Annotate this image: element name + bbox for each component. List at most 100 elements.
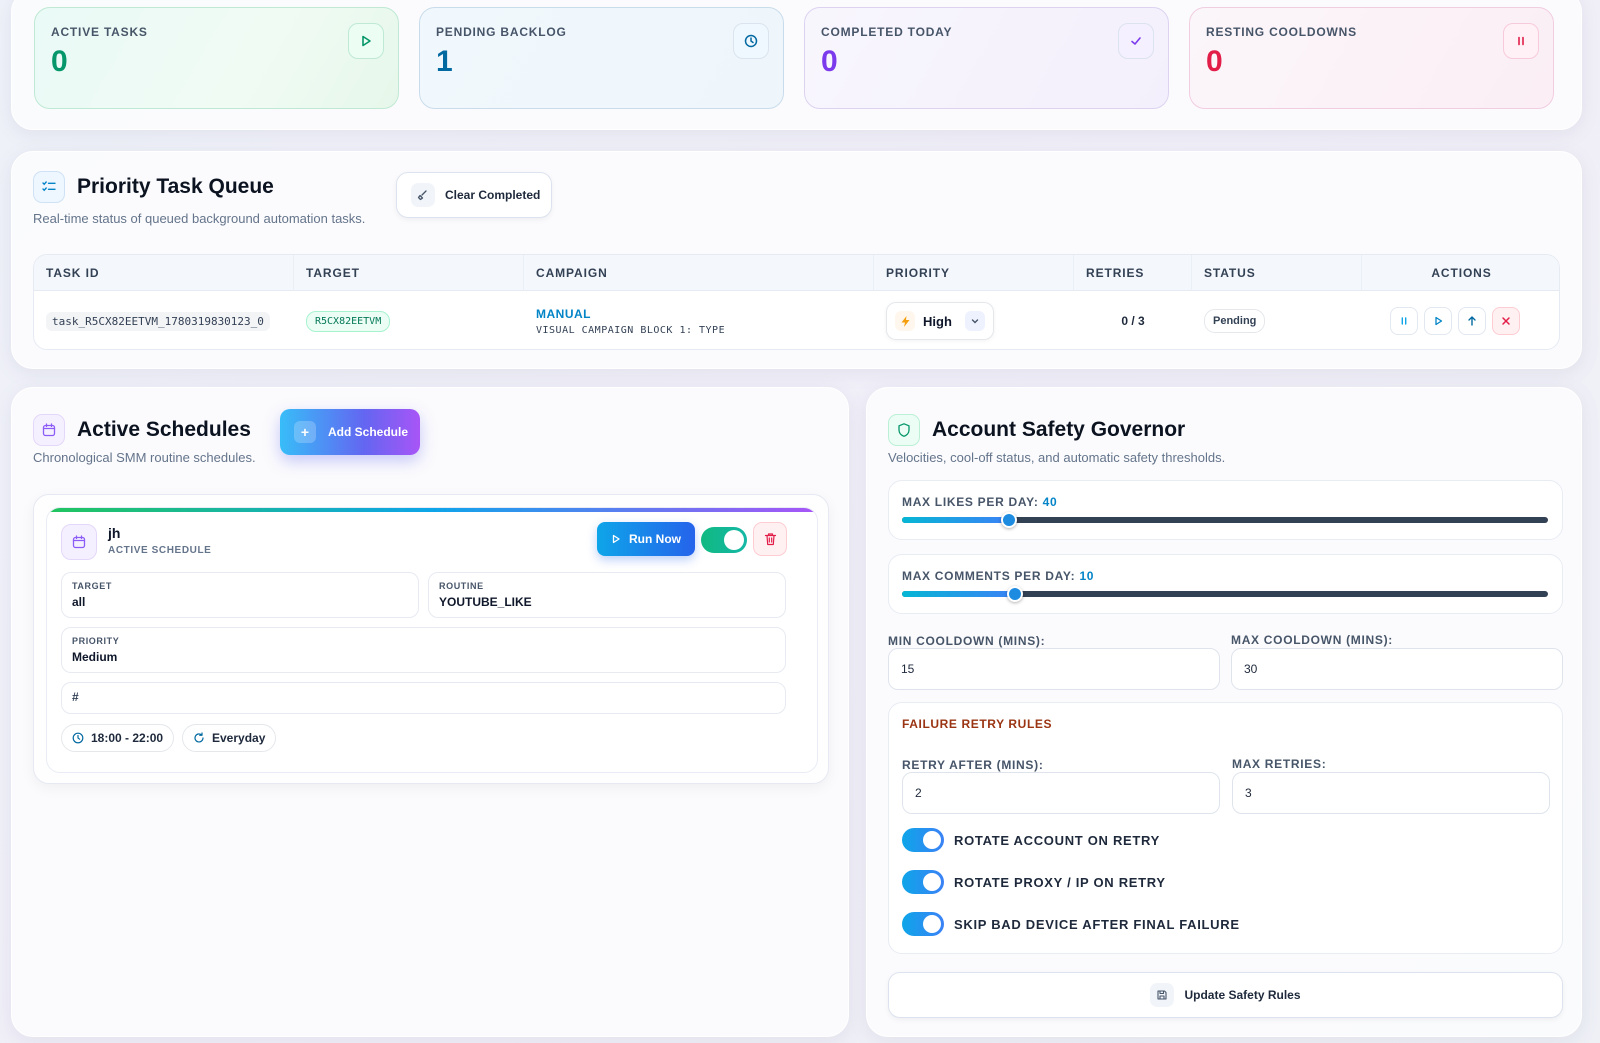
routine-value: YOUTUBE_LIKE xyxy=(439,595,532,609)
queue-header: Priority Task Queue xyxy=(33,171,274,203)
stat-active-tasks: ACTIVE TASKS 0 xyxy=(34,7,399,109)
stat-value: 0 xyxy=(1206,45,1223,78)
max-retries-input[interactable]: 3 xyxy=(1232,772,1550,814)
stat-completed-today: COMPLETED TODAY 0 xyxy=(804,7,1169,109)
check-icon xyxy=(1118,23,1154,59)
queue-subtitle: Real-time status of queued background au… xyxy=(33,211,366,226)
skip-bad-device-toggle[interactable] xyxy=(902,912,944,936)
retry-after-label: RETRY AFTER (MINS): xyxy=(902,758,1044,772)
retry-rules-box: FAILURE RETRY RULES RETRY AFTER (MINS): … xyxy=(888,702,1563,954)
checklist-icon xyxy=(33,171,65,203)
rotate-proxy-toggle[interactable] xyxy=(902,870,944,894)
task-table: TASK ID TARGET CAMPAIGN PRIORITY RETRIES… xyxy=(33,254,1560,350)
broom-icon xyxy=(411,183,435,207)
comments-value: 10 xyxy=(1079,569,1095,583)
min-cooldown-label: MIN COOLDOWN (MINS): xyxy=(888,634,1046,648)
task-queue-panel: Priority Task Queue Real-time status of … xyxy=(11,151,1582,369)
target-value: all xyxy=(72,595,86,609)
max-retries-label: MAX RETRIES: xyxy=(1232,757,1327,771)
repeat-value: Everyday xyxy=(212,731,266,745)
target-label: TARGET xyxy=(72,581,112,591)
time-window: 18:00 - 22:00 xyxy=(91,731,164,745)
trash-icon xyxy=(764,533,776,546)
run-now-button[interactable]: Run Now xyxy=(597,522,695,556)
priority-field: PRIORITY Medium xyxy=(61,627,786,673)
queue-title: Priority Task Queue xyxy=(77,175,274,198)
priority-value: Medium xyxy=(72,650,118,664)
clear-completed-button[interactable]: Clear Completed xyxy=(396,172,552,218)
rotate-account-label: ROTATE ACCOUNT ON RETRY xyxy=(954,833,1161,848)
play-icon xyxy=(612,534,620,544)
comments-slider-fill xyxy=(902,591,1016,597)
priority-label: PRIORITY xyxy=(72,636,120,646)
campaign-name: VISUAL CAMPAIGN BLOCK 1: TYPE xyxy=(536,324,726,336)
tag-field: # xyxy=(61,682,786,714)
routine-label: ROUTINE xyxy=(439,581,484,591)
pause-icon xyxy=(1503,23,1539,59)
schedule-state: ACTIVE SCHEDULE xyxy=(108,545,212,556)
min-cooldown-input[interactable]: 15 xyxy=(888,648,1220,690)
boost-priority-button[interactable] xyxy=(1458,307,1486,335)
likes-value: 40 xyxy=(1042,495,1058,509)
col-priority: PRIORITY xyxy=(874,255,1074,291)
cancel-task-button[interactable] xyxy=(1492,307,1520,335)
accent-bar xyxy=(47,508,817,512)
retries-value: 0 / 3 xyxy=(1121,314,1145,328)
target-chip: R5CX82EETVM xyxy=(306,310,391,332)
comments-label: MAX COMMENTS PER DAY: 10 xyxy=(902,569,1095,583)
tag-value: # xyxy=(72,690,79,704)
add-schedule-button[interactable]: + Add Schedule xyxy=(280,409,420,455)
add-schedule-label: Add Schedule xyxy=(328,425,409,439)
col-status: STATUS xyxy=(1192,255,1362,291)
resume-task-button[interactable] xyxy=(1424,307,1452,335)
governor-subtitle: Velocities, cool-off status, and automat… xyxy=(888,450,1226,465)
clear-completed-label: Clear Completed xyxy=(445,188,541,202)
task-id-chip: task_R5CX82EETVM_1780319830123_0 xyxy=(46,311,270,331)
toggle-knob xyxy=(724,530,744,550)
bolt-icon xyxy=(895,311,915,331)
schedule-enabled-toggle[interactable] xyxy=(701,527,747,553)
table-header: TASK ID TARGET CAMPAIGN PRIORITY RETRIES… xyxy=(34,255,1559,291)
retry-after-input[interactable]: 2 xyxy=(902,772,1220,814)
skip-bad-device-label: SKIP BAD DEVICE AFTER FINAL FAILURE xyxy=(954,917,1240,932)
pause-task-button[interactable] xyxy=(1390,307,1418,335)
update-safety-rules-button[interactable]: Update Safety Rules xyxy=(888,972,1563,1018)
likes-limit-box: MAX LIKES PER DAY: 40 xyxy=(888,480,1563,540)
schedules-header: Active Schedules xyxy=(33,414,251,446)
stat-pending-backlog: PENDING BACKLOG 1 xyxy=(419,7,784,109)
likes-slider-fill xyxy=(902,517,1010,523)
likes-label: MAX LIKES PER DAY: 40 xyxy=(902,495,1058,509)
stat-label: RESTING COOLDOWNS xyxy=(1206,25,1357,39)
schedules-subtitle: Chronological SMM routine schedules. xyxy=(33,450,256,465)
priority-value: High xyxy=(923,313,952,329)
likes-slider[interactable] xyxy=(902,512,1548,528)
stat-label: PENDING BACKLOG xyxy=(436,25,567,39)
col-task-id: TASK ID xyxy=(34,255,294,291)
shield-icon xyxy=(888,414,920,446)
refresh-icon xyxy=(194,732,204,743)
retry-rules-title: FAILURE RETRY RULES xyxy=(902,717,1053,731)
comments-slider[interactable] xyxy=(902,586,1548,602)
target-field: TARGET all xyxy=(61,572,419,618)
rotate-account-toggle[interactable] xyxy=(902,828,944,852)
repeat-pill: Everyday xyxy=(182,724,277,752)
routine-field: ROUTINE YOUTUBE_LIKE xyxy=(428,572,786,618)
update-safety-rules-label: Update Safety Rules xyxy=(1184,988,1301,1002)
toggle-knob xyxy=(923,873,941,891)
stat-value: 0 xyxy=(821,45,838,78)
max-cooldown-label: MAX COOLDOWN (MINS): xyxy=(1231,633,1393,647)
max-cooldown-input[interactable]: 30 xyxy=(1231,648,1563,690)
delete-schedule-button[interactable] xyxy=(753,522,787,556)
priority-select[interactable]: High xyxy=(886,302,994,340)
calendar-icon xyxy=(61,524,97,560)
comments-slider-thumb[interactable] xyxy=(1007,586,1024,602)
schedule-name: jh xyxy=(108,525,121,541)
schedules-panel: Active Schedules Chronological SMM routi… xyxy=(11,387,849,1037)
schedules-title: Active Schedules xyxy=(77,418,251,441)
rotate-proxy-label: ROTATE PROXY / IP ON RETRY xyxy=(954,875,1166,890)
likes-slider-thumb[interactable] xyxy=(1001,512,1018,528)
toggle-knob xyxy=(923,831,941,849)
schedule-card-inner: jh ACTIVE SCHEDULE Run Now TARGET all RO… xyxy=(46,507,818,773)
clock-icon xyxy=(733,23,769,59)
col-retries: RETRIES xyxy=(1074,255,1192,291)
